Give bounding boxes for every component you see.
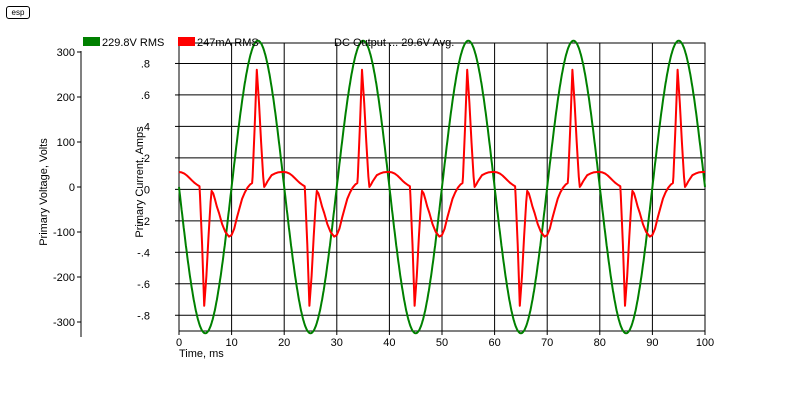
series-layer	[178, 39, 706, 335]
dc-output-annotation: DC Output ... 29.6V Avg.	[334, 37, 454, 49]
x-tick-label: 30	[331, 337, 343, 349]
x-tick-label: 0	[176, 337, 182, 349]
right-axis-tick-label: 0	[144, 184, 150, 196]
x-tick-label: 100	[696, 337, 714, 349]
left-axis-tick-label: -100	[53, 227, 75, 239]
x-tick-label: 40	[383, 337, 395, 349]
left-axis-tick-label: 200	[57, 92, 75, 104]
esp-logo: esp	[6, 6, 30, 19]
x-tick-label: 60	[488, 337, 500, 349]
x-tick-label: 90	[646, 337, 658, 349]
series-line-1	[178, 39, 706, 335]
legend-label-2: 247mA RMS	[197, 37, 259, 49]
right-axis-tick-label: .2	[141, 153, 150, 165]
left-axis-tick-label: -300	[53, 317, 75, 329]
legend-swatch-2	[178, 37, 195, 46]
left-axis-tick-label: 0	[69, 182, 75, 194]
legend: 229.8V RMS 247mA RMS	[83, 37, 259, 49]
right-axis-tick-label: -.6	[137, 279, 150, 291]
left-axis-tick-label: 100	[57, 137, 75, 149]
x-tick-label: 10	[225, 337, 237, 349]
left-axis-tick-label: 300	[57, 47, 75, 59]
series-line-2	[178, 68, 705, 307]
x-tick-label: 80	[594, 337, 606, 349]
right-axis: .8 .6 .4 .2 0 -.2 -.4 -.6 -.8	[137, 58, 179, 322]
left-axis: 300 200 100 0 -100 -200 -300	[53, 47, 82, 337]
right-axis-tick-label: .6	[141, 90, 150, 102]
left-axis-label: Primary Voltage, Volts	[38, 138, 50, 246]
left-axis-tick-label: -200	[53, 272, 75, 284]
right-axis-tick-label: -.2	[137, 216, 150, 228]
legend-swatch-1	[83, 37, 100, 46]
x-axis-label: Time, ms	[179, 348, 224, 360]
right-axis-label: Primary Current, Amps	[134, 126, 146, 238]
x-axis: 0 10 20 30 40 50 60 70 80 90 100	[176, 331, 714, 349]
right-axis-tick-label: .4	[141, 121, 150, 133]
legend-label-1: 229.8V RMS	[102, 37, 164, 49]
right-axis-tick-label: -.4	[137, 247, 150, 259]
x-tick-label: 50	[436, 337, 448, 349]
x-tick-label: 70	[541, 337, 553, 349]
right-axis-tick-label: -.8	[137, 310, 150, 322]
x-tick-label: 20	[278, 337, 290, 349]
right-axis-tick-label: .8	[141, 58, 150, 70]
